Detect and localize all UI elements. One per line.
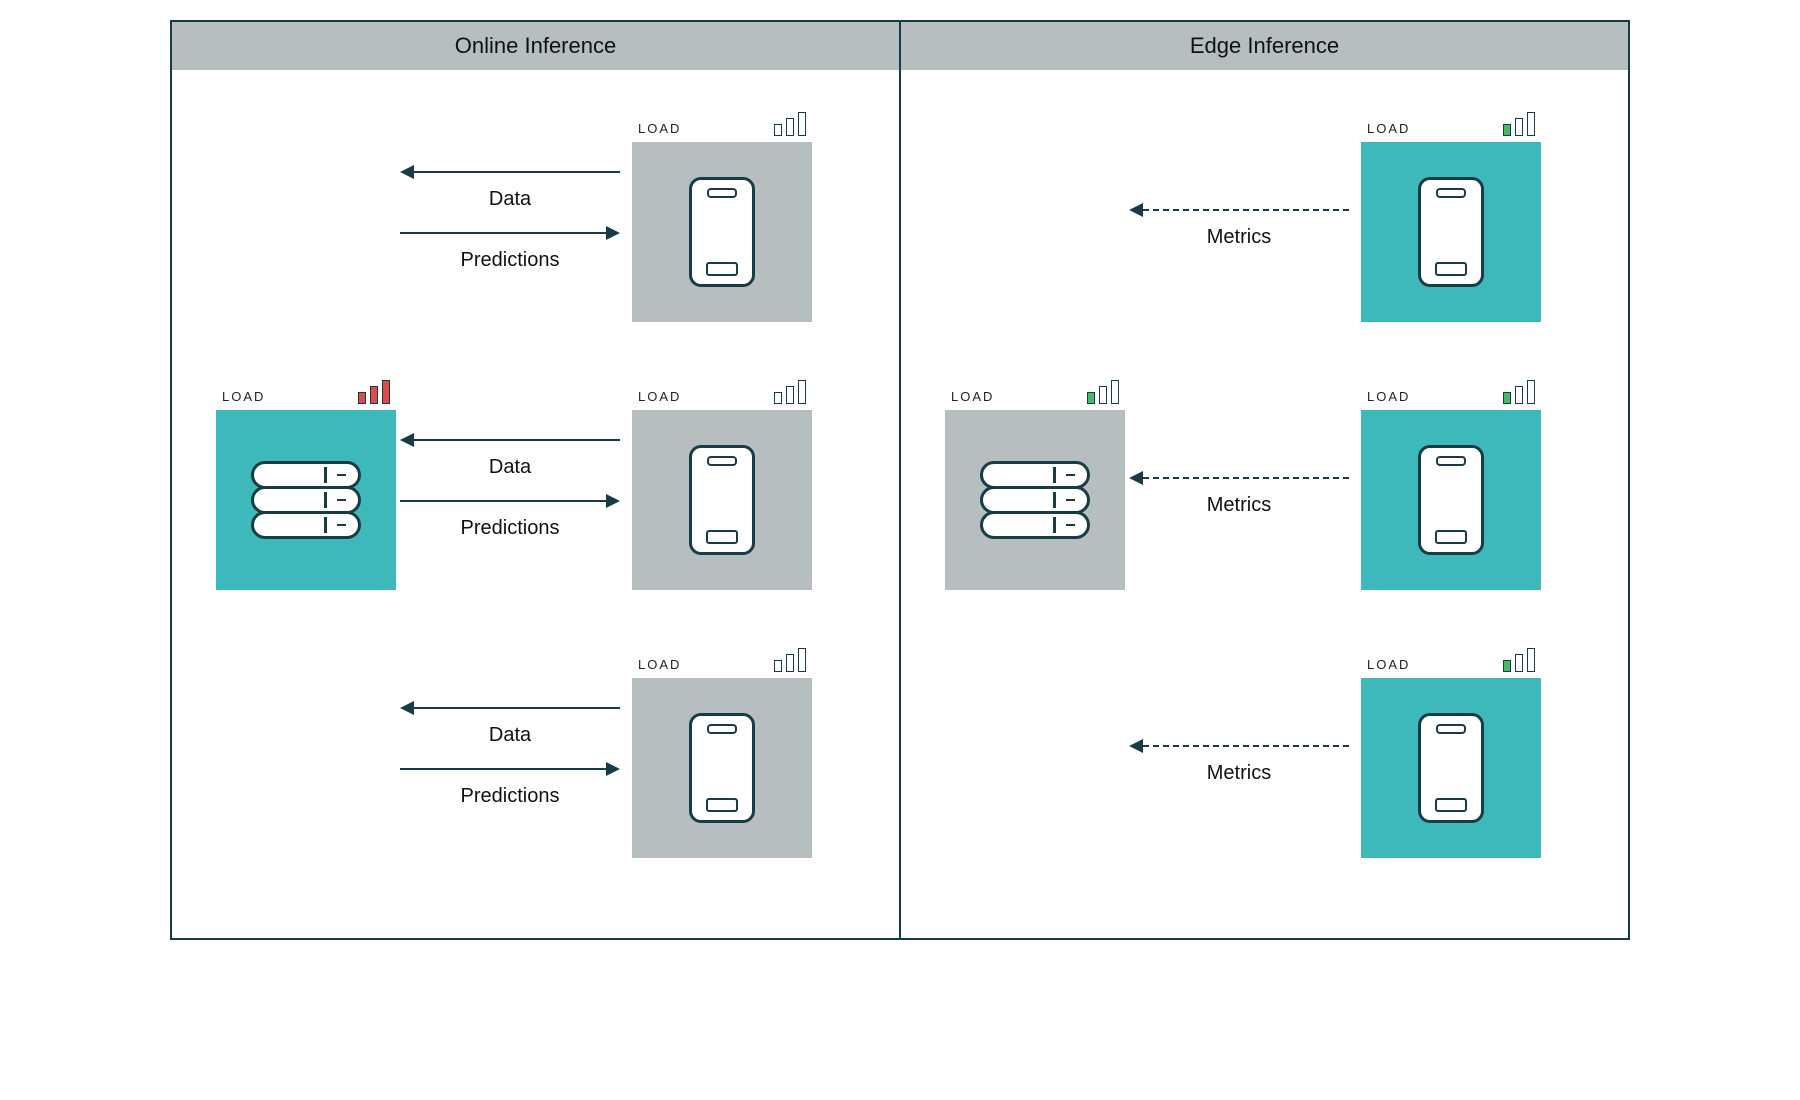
- load-label: LOAD: [1367, 121, 1410, 136]
- load-label: LOAD: [638, 389, 681, 404]
- arrow-left-dashed-icon: [1129, 464, 1349, 492]
- arrow-left-dashed-icon: [1129, 196, 1349, 224]
- arrow-left-icon: [400, 426, 620, 454]
- arrow-label: Data: [400, 188, 620, 211]
- server-node: LOAD: [945, 378, 1125, 590]
- load-bars-icon: [1503, 110, 1535, 136]
- data-predictions-arrows: Data Predictions: [400, 694, 620, 816]
- arrow-right-icon: [400, 755, 620, 783]
- node-header: LOAD: [216, 378, 396, 410]
- online-inference-panel: Online Inference LOAD L: [172, 22, 901, 938]
- load-bars-icon: [358, 378, 390, 404]
- load-bars-icon: [774, 110, 806, 136]
- phone-icon: [1418, 445, 1484, 555]
- metrics-arrow: Metrics: [1129, 196, 1349, 257]
- data-predictions-arrows: Data Predictions: [400, 426, 620, 548]
- load-label: LOAD: [638, 121, 681, 136]
- client-node: LOAD: [632, 646, 812, 858]
- metrics-arrow: Metrics: [1129, 732, 1349, 793]
- arrow-right-icon: [400, 487, 620, 515]
- metrics-arrow: Metrics: [1129, 464, 1349, 525]
- load-label: LOAD: [1367, 389, 1410, 404]
- load-bars-icon: [1087, 378, 1119, 404]
- arrow-label: Metrics: [1129, 226, 1349, 249]
- client-node: LOAD: [1361, 646, 1541, 858]
- client-node: LOAD: [1361, 378, 1541, 590]
- client-node: LOAD: [1361, 110, 1541, 322]
- arrow-left-icon: [400, 694, 620, 722]
- panel-title: Online Inference: [172, 22, 899, 70]
- panel-body: LOAD LOAD: [172, 70, 899, 938]
- load-bars-icon: [774, 378, 806, 404]
- inference-comparison-diagram: Online Inference LOAD L: [170, 20, 1630, 940]
- arrow-label: Predictions: [400, 249, 620, 272]
- arrow-label: Metrics: [1129, 494, 1349, 517]
- arrow-left-icon: [400, 158, 620, 186]
- panel-title: Edge Inference: [901, 22, 1628, 70]
- arrow-label: Data: [400, 456, 620, 479]
- phone-icon: [1418, 713, 1484, 823]
- arrow-label: Predictions: [400, 517, 620, 540]
- data-predictions-arrows: Data Predictions: [400, 158, 620, 280]
- load-label: LOAD: [222, 389, 265, 404]
- load-label: LOAD: [638, 657, 681, 672]
- phone-icon: [689, 177, 755, 287]
- server-icon: [251, 461, 361, 539]
- client-node: LOAD: [632, 378, 812, 590]
- arrow-label: Predictions: [400, 785, 620, 808]
- load-bars-icon: [1503, 646, 1535, 672]
- arrow-left-dashed-icon: [1129, 732, 1349, 760]
- arrow-right-icon: [400, 219, 620, 247]
- phone-icon: [689, 445, 755, 555]
- server-icon: [980, 461, 1090, 539]
- panel-body: LOAD LOAD: [901, 70, 1628, 938]
- phone-icon: [689, 713, 755, 823]
- load-bars-icon: [774, 646, 806, 672]
- phone-icon: [1418, 177, 1484, 287]
- arrow-label: Metrics: [1129, 762, 1349, 785]
- arrow-label: Data: [400, 724, 620, 747]
- load-label: LOAD: [951, 389, 994, 404]
- client-node: LOAD: [632, 110, 812, 322]
- server-box: [216, 410, 396, 590]
- server-node: LOAD: [216, 378, 396, 590]
- server-box: [945, 410, 1125, 590]
- load-bars-icon: [1503, 378, 1535, 404]
- load-label: LOAD: [1367, 657, 1410, 672]
- edge-inference-panel: Edge Inference LOAD LOA: [901, 22, 1628, 938]
